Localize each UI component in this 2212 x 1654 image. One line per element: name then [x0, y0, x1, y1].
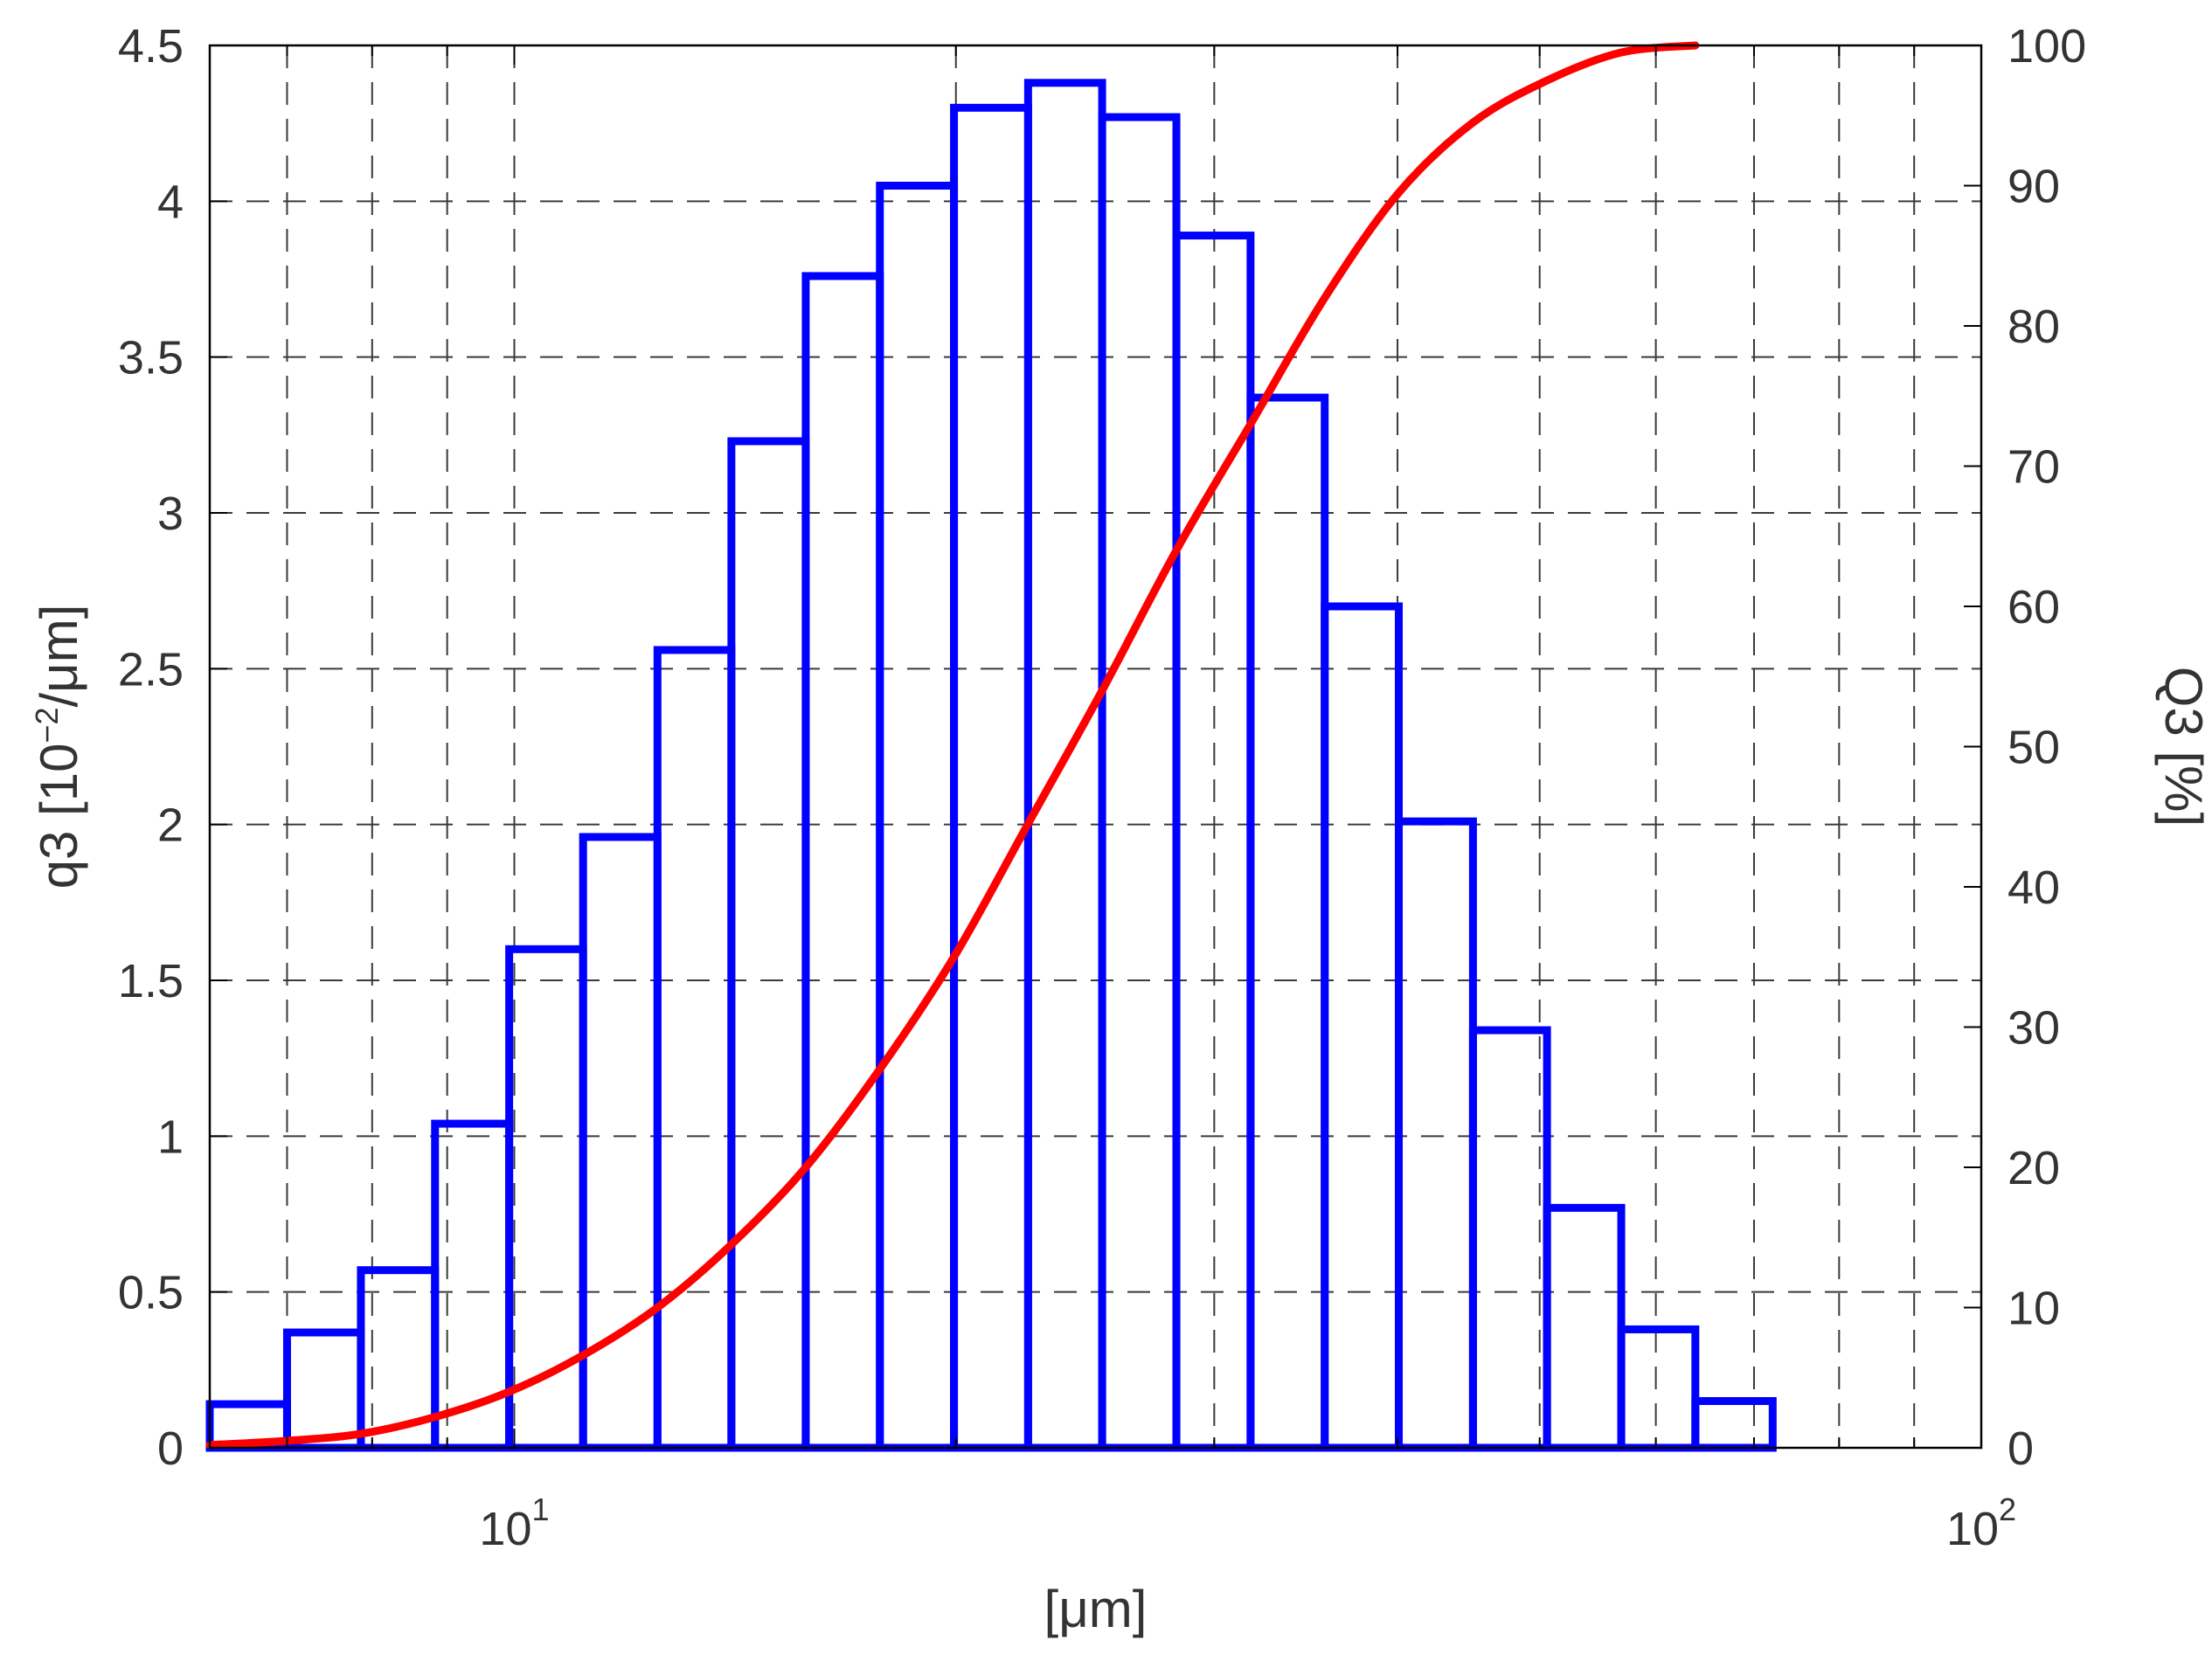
x-tick-label-base: 10: [1946, 1503, 1999, 1555]
x-tick-label: 101: [479, 1491, 549, 1555]
tick-labels: 00.511.522.533.544.501020304050607080901…: [118, 20, 2086, 1555]
x-tick-label: 102: [1946, 1491, 2016, 1555]
histogram-bar: [1543, 1203, 1626, 1452]
histogram-bar: [579, 833, 662, 1452]
histogram-bar: [1321, 602, 1404, 1452]
ticks: [210, 45, 1981, 1449]
histogram-bar: [1246, 393, 1329, 1452]
left-y-tick-label: 1: [157, 1111, 184, 1163]
histogram-bar: [1691, 1397, 1777, 1452]
right-y-tick-label: 40: [2007, 862, 2060, 914]
left-y-tick-label: 0.5: [118, 1267, 184, 1319]
cumulative-curve: [205, 41, 1700, 1450]
right-y-tick-label: 70: [2007, 441, 2060, 494]
x-axis-title: [μm]: [1044, 1580, 1148, 1638]
histogram-bar: [1617, 1325, 1700, 1452]
left-y-tick-label: 4.5: [118, 20, 184, 73]
right-y-tick-label: 60: [2007, 581, 2060, 633]
left-y-tick-label: 1.5: [118, 955, 184, 1007]
left-y-axis-title-exponent: −2: [29, 708, 65, 744]
right-y-tick-label: 10: [2007, 1283, 2060, 1335]
x-tick-label-exponent: 2: [1999, 1491, 2016, 1527]
left-y-tick-label: 2: [157, 799, 184, 852]
right-y-tick-label: 30: [2007, 1002, 2060, 1055]
histogram-bar: [1098, 113, 1181, 1452]
histogram-bar: [282, 1328, 365, 1452]
right-y-tick-label: 80: [2007, 301, 2060, 353]
left-y-tick-label: 0: [157, 1422, 184, 1475]
left-y-tick-label: 3.5: [118, 332, 184, 384]
left-y-tick-label: 3: [157, 488, 184, 540]
right-y-tick-label: 0: [2007, 1422, 2034, 1475]
right-y-tick-label: 100: [2007, 20, 2086, 73]
histogram-bar: [801, 272, 884, 1452]
x-tick-label-exponent: 1: [531, 1491, 549, 1527]
left-y-axis-title-post: /μm]: [30, 605, 88, 708]
left-y-tick-label: 4: [157, 176, 184, 228]
plot-frame: [208, 44, 1983, 1450]
x-tick-label-base: 10: [479, 1503, 531, 1555]
right-y-tick-label: 20: [2007, 1142, 2060, 1194]
right-y-axis-title: Q3 [%]: [2154, 667, 2212, 827]
left-y-axis-title-pre: q3 [10: [30, 744, 88, 889]
histogram-bar: [876, 182, 959, 1452]
grid-lines: [210, 45, 1981, 1448]
histogram-bar: [1468, 1026, 1551, 1452]
histogram-bar: [950, 103, 1032, 1452]
histogram-bar: [1395, 817, 1477, 1452]
left-y-tick-label: 2.5: [118, 643, 184, 696]
histogram-bar: [727, 437, 810, 1452]
histogram-bars: [205, 79, 1777, 1452]
right-y-tick-label: 90: [2007, 161, 2060, 213]
cumulative-line: [205, 41, 1700, 1450]
histogram-bar: [653, 646, 736, 1452]
right-y-tick-label: 50: [2007, 722, 2060, 774]
left-y-axis-title: q3 [10−2/μm]: [29, 605, 88, 889]
